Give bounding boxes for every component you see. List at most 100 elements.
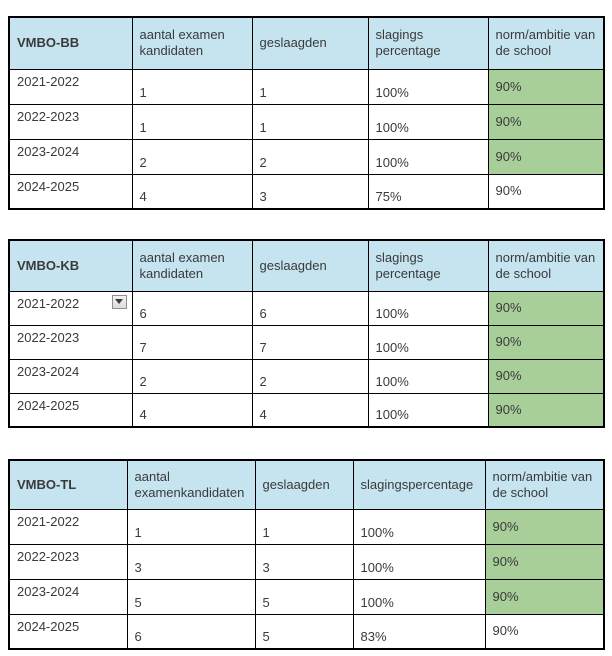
results-table: VMBO-KB aantal examen kandidaten geslaag… bbox=[8, 239, 605, 428]
table-row: 2024-2025 6 5 83% 90% bbox=[8, 613, 605, 650]
cell-passed: 4 bbox=[251, 392, 369, 428]
cell-year: 2023-2024 bbox=[8, 358, 133, 394]
column-header-passed: geslaagden bbox=[254, 459, 354, 510]
table-vmbo-tl: VMBO-TL aantal examenkandidaten geslaagd… bbox=[8, 459, 605, 650]
cell-passed: 3 bbox=[251, 173, 369, 210]
table-title: VMBO-TL bbox=[8, 459, 128, 510]
cell-norm: 90% bbox=[487, 103, 605, 140]
results-table: VMBO-BB aantal examen kandidaten geslaag… bbox=[8, 16, 605, 210]
cell-passed: 2 bbox=[251, 358, 369, 394]
cell-passed: 6 bbox=[251, 290, 369, 326]
cell-passed: 5 bbox=[254, 578, 354, 615]
column-header-rate: slagingspercentage bbox=[352, 459, 486, 510]
column-header-passed: geslaagden bbox=[251, 239, 369, 292]
cell-rate: 100% bbox=[367, 138, 489, 175]
table-row: 2022-2023 7 7 100% 90% bbox=[8, 324, 605, 360]
filter-dropdown-icon bbox=[115, 299, 123, 304]
cell-year: 2022-2023 bbox=[8, 324, 133, 360]
cell-year: 2021-2022 bbox=[8, 290, 133, 326]
cell-candidates: 7 bbox=[131, 324, 253, 360]
filter-dropdown-button[interactable] bbox=[111, 294, 127, 309]
table-row: 2022-2023 3 3 100% 90% bbox=[8, 543, 605, 580]
cell-rate: 75% bbox=[367, 173, 489, 210]
table-row: 2023-2024 5 5 100% 90% bbox=[8, 578, 605, 615]
table-vmbo-kb: VMBO-KB aantal examen kandidaten geslaag… bbox=[8, 239, 605, 428]
cell-rate: 83% bbox=[352, 613, 486, 650]
cell-candidates: 2 bbox=[131, 138, 253, 175]
cell-passed: 7 bbox=[251, 324, 369, 360]
header-row: VMBO-TL aantal examenkandidaten geslaagd… bbox=[8, 459, 605, 510]
cell-passed: 1 bbox=[251, 103, 369, 140]
table-row: 2021-2022 6 6 100% 90% bbox=[8, 290, 605, 326]
cell-norm: 90% bbox=[484, 543, 605, 580]
cell-year: 2021-2022 bbox=[8, 68, 133, 105]
cell-candidates: 5 bbox=[126, 578, 256, 615]
cell-rate: 100% bbox=[367, 324, 489, 360]
column-header-norm: norm/ambitie van de school bbox=[487, 16, 605, 70]
cell-rate: 100% bbox=[367, 68, 489, 105]
table-row: 2022-2023 1 1 100% 90% bbox=[8, 103, 605, 140]
cell-norm: 90% bbox=[484, 613, 605, 650]
table-row: 2021-2022 1 1 100% 90% bbox=[8, 508, 605, 545]
cell-year-label: 2021-2022 bbox=[17, 295, 80, 311]
results-table: VMBO-TL aantal examenkandidaten geslaagd… bbox=[8, 459, 605, 650]
column-header-candidates: aantal examen kandidaten bbox=[131, 239, 253, 292]
cell-year: 2022-2023 bbox=[8, 103, 133, 140]
cell-norm: 90% bbox=[484, 508, 605, 545]
cell-norm: 90% bbox=[487, 138, 605, 175]
cell-rate: 100% bbox=[352, 508, 486, 545]
cell-passed: 3 bbox=[254, 543, 354, 580]
table-title: VMBO-BB bbox=[8, 16, 133, 70]
cell-year: 2024-2025 bbox=[8, 173, 133, 210]
cell-rate: 100% bbox=[367, 103, 489, 140]
cell-candidates: 1 bbox=[131, 103, 253, 140]
cell-norm: 90% bbox=[487, 324, 605, 360]
table-row: 2024-2025 4 3 75% 90% bbox=[8, 173, 605, 210]
table-row: 2023-2024 2 2 100% 90% bbox=[8, 138, 605, 175]
cell-norm: 90% bbox=[484, 578, 605, 615]
table-vmbo-bb: VMBO-BB aantal examen kandidaten geslaag… bbox=[8, 16, 605, 210]
cell-candidates: 6 bbox=[126, 613, 256, 650]
cell-rate: 100% bbox=[352, 578, 486, 615]
column-header-rate: slagings percentage bbox=[367, 239, 489, 292]
cell-passed: 5 bbox=[254, 613, 354, 650]
cell-passed: 1 bbox=[251, 68, 369, 105]
cell-norm: 90% bbox=[487, 358, 605, 394]
table-row: 2021-2022 1 1 100% 90% bbox=[8, 68, 605, 105]
cell-norm: 90% bbox=[487, 290, 605, 326]
header-row: VMBO-BB aantal examen kandidaten geslaag… bbox=[8, 16, 605, 70]
cell-candidates: 4 bbox=[131, 173, 253, 210]
cell-norm: 90% bbox=[487, 68, 605, 105]
cell-norm: 90% bbox=[487, 173, 605, 210]
column-header-norm: norm/ambitie van de school bbox=[484, 459, 605, 510]
cell-year: 2024-2025 bbox=[8, 613, 128, 650]
cell-rate: 100% bbox=[352, 543, 486, 580]
column-header-rate: slagings percentage bbox=[367, 16, 489, 70]
cell-passed: 2 bbox=[251, 138, 369, 175]
cell-candidates: 6 bbox=[131, 290, 253, 326]
cell-year: 2021-2022 bbox=[8, 508, 128, 545]
cell-rate: 100% bbox=[367, 358, 489, 394]
cell-rate: 100% bbox=[367, 290, 489, 326]
cell-norm: 90% bbox=[487, 392, 605, 428]
table-row: 2024-2025 4 4 100% 90% bbox=[8, 392, 605, 428]
cell-year: 2023-2024 bbox=[8, 578, 128, 615]
cell-candidates: 2 bbox=[131, 358, 253, 394]
cell-year: 2023-2024 bbox=[8, 138, 133, 175]
cell-candidates: 1 bbox=[126, 508, 256, 545]
cell-candidates: 1 bbox=[131, 68, 253, 105]
table-title: VMBO-KB bbox=[8, 239, 133, 292]
cell-year: 2024-2025 bbox=[8, 392, 133, 428]
column-header-passed: geslaagden bbox=[251, 16, 369, 70]
column-header-candidates: aantal examenkandidaten bbox=[126, 459, 256, 510]
header-row: VMBO-KB aantal examen kandidaten geslaag… bbox=[8, 239, 605, 292]
cell-rate: 100% bbox=[367, 392, 489, 428]
cell-candidates: 4 bbox=[131, 392, 253, 428]
cell-passed: 1 bbox=[254, 508, 354, 545]
column-header-norm: norm/ambitie van de school bbox=[487, 239, 605, 292]
cell-year: 2022-2023 bbox=[8, 543, 128, 580]
cell-candidates: 3 bbox=[126, 543, 256, 580]
table-row: 2023-2024 2 2 100% 90% bbox=[8, 358, 605, 394]
column-header-candidates: aantal examen kandidaten bbox=[131, 16, 253, 70]
